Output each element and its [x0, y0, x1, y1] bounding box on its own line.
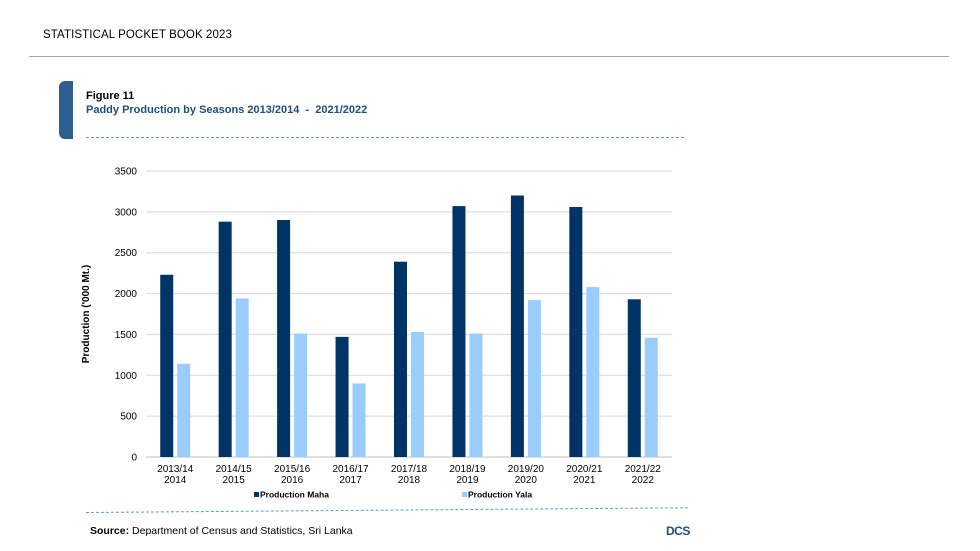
bar-production-yala — [352, 383, 366, 457]
y-axis-label: Production ('000 Mt.) — [81, 265, 92, 364]
header-divider — [29, 56, 949, 57]
legend-swatch — [254, 492, 259, 497]
x-tick-label: 2015 — [223, 475, 246, 486]
x-tick-label: 2020/21 — [566, 464, 603, 475]
figure-side-tab — [59, 81, 73, 139]
bar-production-maha — [394, 261, 407, 457]
source-note: Source: Department of Census and Statist… — [90, 525, 353, 537]
y-tick-label: 3000 — [115, 207, 138, 218]
bar-production-yala — [527, 300, 541, 457]
legend-swatch — [462, 492, 467, 497]
bar-production-yala — [235, 298, 249, 457]
y-tick-label: 2500 — [115, 248, 138, 259]
source-text: Department of Census and Statistics, Sri… — [132, 525, 353, 537]
x-tick-label: 2014 — [164, 475, 187, 486]
y-tick-label: 500 — [120, 412, 137, 423]
book-title: STATISTICAL POCKET BOOK 2023 — [43, 29, 232, 41]
bar-production-yala — [469, 333, 483, 457]
x-tick-label: 2016/17 — [332, 464, 369, 475]
bar-production-maha — [335, 336, 349, 457]
x-tick-label: 2022 — [632, 475, 655, 486]
bar-production-maha — [569, 206, 583, 457]
x-tick-label: 2021 — [573, 475, 596, 486]
x-tick-label: 2020 — [515, 475, 538, 486]
bar-production-yala — [586, 287, 600, 457]
x-tick-label: 2016 — [281, 475, 304, 486]
bar-production-maha — [218, 221, 232, 457]
x-tick-label: 2017 — [339, 475, 362, 486]
y-tick-label: 3500 — [115, 167, 138, 178]
x-tick-label: 2017/18 — [391, 464, 428, 475]
x-tick-label: 2014/15 — [216, 464, 253, 475]
bar-production-maha — [627, 299, 641, 457]
y-tick-label: 2000 — [115, 289, 138, 300]
x-tick-label: 2018 — [398, 475, 421, 486]
bar-production-maha — [452, 206, 466, 457]
bar-production-maha — [160, 274, 174, 457]
x-tick-label: 2015/16 — [274, 464, 311, 475]
legend-label: Production Yala — [468, 490, 532, 500]
dcs-logo: DCS — [666, 524, 690, 538]
paddy-production-chart: 0 500 1000 1500 2000 2500 3000 3500 Production (… — [81, 167, 672, 500]
bar-production-yala — [177, 363, 191, 457]
figure-top-divider — [86, 137, 684, 138]
bar-production-maha — [277, 220, 291, 457]
x-tick-label: 2018/19 — [449, 464, 486, 475]
source-label: Source: — [90, 525, 130, 537]
x-tick-label: 2019 — [456, 475, 479, 486]
legend-label: Production Maha — [260, 490, 329, 500]
x-tick-label: 2021/22 — [625, 464, 662, 475]
y-tick-label: 1500 — [115, 330, 138, 341]
bar-production-yala — [411, 331, 424, 457]
figure-title: Paddy Production by Seasons 2013/2014 - … — [86, 104, 368, 116]
x-tick-label: 2013/14 — [157, 464, 194, 475]
figure-label: Figure 11 — [86, 90, 135, 102]
bar-production-yala — [294, 333, 308, 457]
y-tick-label: 1000 — [115, 371, 138, 382]
bar-production-maha — [510, 195, 524, 457]
y-tick-label: 0 — [131, 453, 137, 464]
bar-production-yala — [644, 337, 658, 457]
x-tick-label: 2019/20 — [508, 464, 545, 475]
